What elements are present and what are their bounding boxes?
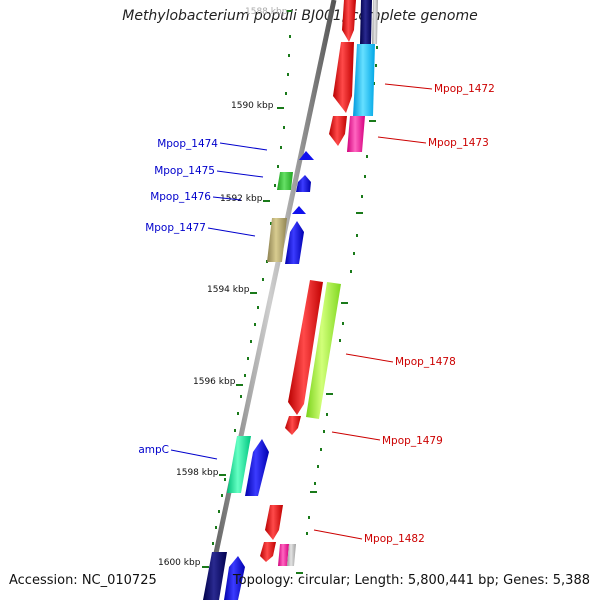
gene-feature[interactable] <box>203 552 227 600</box>
gene-feature-cluster-bottom[interactable] <box>203 505 296 600</box>
ruler-major-ticks <box>202 10 376 574</box>
gene-feature-arrow[interactable] <box>292 206 306 214</box>
gene-feature[interactable] <box>277 172 293 190</box>
genome-backbone <box>203 0 337 600</box>
gene-label-mpop-1473[interactable]: Mpop_1473 <box>428 137 489 149</box>
gene-feature[interactable] <box>278 544 289 566</box>
ruler-label: 1588 kbp <box>245 7 288 17</box>
gene-label-mpop-1472[interactable]: Mpop_1472 <box>434 83 495 95</box>
gene-feature[interactable] <box>347 116 365 152</box>
ruler-label: 1592 kbp <box>220 194 263 204</box>
ruler-label: 1596 kbp <box>193 377 236 387</box>
gene-feature-arrow[interactable] <box>288 280 323 415</box>
genome-summary-text: Topology: circular; Length: 5,800,441 bp… <box>232 573 590 588</box>
gene-feature[interactable] <box>372 0 378 44</box>
gene-feature-arrow[interactable] <box>333 42 354 113</box>
gene-label-ampc[interactable]: ampC <box>138 444 169 456</box>
gene-feature[interactable] <box>360 0 372 44</box>
gene-feature[interactable] <box>227 436 251 493</box>
gene-feature-arrow[interactable] <box>285 221 304 264</box>
ruler-label: 1590 kbp <box>231 101 274 111</box>
gene-feature-arrow[interactable] <box>285 416 301 435</box>
gene-label-mpop-1474[interactable]: Mpop_1474 <box>157 138 218 150</box>
gene-label-group-right: Mpop_1472 Mpop_1473 Mpop_1478 Mpop_1479 … <box>313 83 495 545</box>
gene-feature-arrow[interactable] <box>224 556 245 600</box>
gene-feature-arrow[interactable] <box>265 505 283 540</box>
gene-feature[interactable] <box>267 218 287 262</box>
accession-text: Accession: NC_010725 <box>9 573 157 588</box>
gene-feature-arrow[interactable] <box>342 0 356 42</box>
gene-feature-arrow[interactable] <box>296 175 311 192</box>
gene-feature-arrow[interactable] <box>260 542 276 562</box>
gene-feature-arrow[interactable] <box>245 439 269 496</box>
gene-label-mpop-1479[interactable]: Mpop_1479 <box>382 435 443 447</box>
gene-label-group-left: Mpop_1474 Mpop_1475 Mpop_1476 Mpop_1477 … <box>138 138 268 460</box>
gene-feature-cluster-left[interactable] <box>267 151 314 264</box>
ruler-label: 1598 kbp <box>176 468 219 478</box>
gene-feature-cluster-middle[interactable] <box>285 280 341 435</box>
gene-feature[interactable] <box>353 44 375 116</box>
gene-feature-cluster-top[interactable] <box>329 0 378 152</box>
gene-label-mpop-1478[interactable]: Mpop_1478 <box>395 356 456 368</box>
map-title: Methylobacterium populi BJ001, complete … <box>122 8 478 24</box>
gene-feature-arrow[interactable] <box>329 116 347 146</box>
gene-label-mpop-1482[interactable]: Mpop_1482 <box>364 533 425 545</box>
ruler-label: 1600 kbp <box>158 558 201 568</box>
gene-label-mpop-1475[interactable]: Mpop_1475 <box>154 165 215 177</box>
gene-feature-cluster-ampc[interactable] <box>227 436 269 496</box>
gene-label-mpop-1476[interactable]: Mpop_1476 <box>150 191 211 203</box>
gene-feature-arrow[interactable] <box>299 151 314 160</box>
gene-feature[interactable] <box>287 544 296 566</box>
gene-label-mpop-1477[interactable]: Mpop_1477 <box>145 222 206 234</box>
ruler-label: 1594 kbp <box>207 285 250 295</box>
gene-feature[interactable] <box>306 282 341 419</box>
